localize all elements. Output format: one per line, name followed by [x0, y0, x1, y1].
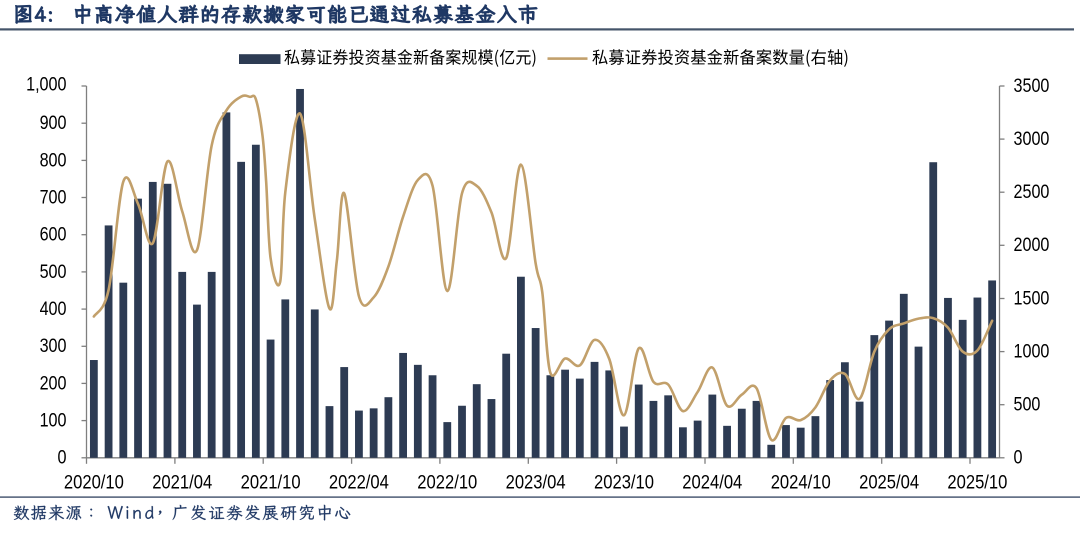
svg-text:800: 800: [40, 150, 67, 171]
svg-text:2024/10: 2024/10: [771, 471, 831, 493]
svg-text:3000: 3000: [1014, 129, 1050, 150]
svg-text:2023/10: 2023/10: [594, 471, 654, 493]
svg-text:2024/04: 2024/04: [682, 471, 742, 493]
svg-text:500: 500: [40, 262, 67, 283]
svg-text:3500: 3500: [1014, 76, 1050, 97]
svg-text:1000: 1000: [1014, 342, 1050, 363]
svg-text:2500: 2500: [1014, 182, 1050, 203]
svg-text:2025/10: 2025/10: [947, 471, 1007, 493]
svg-text:200: 200: [40, 373, 67, 394]
svg-text:500: 500: [1014, 395, 1041, 416]
svg-text:2021/10: 2021/10: [241, 471, 301, 493]
svg-text:2020/10: 2020/10: [64, 471, 124, 493]
svg-text:1500: 1500: [1014, 288, 1050, 309]
svg-text:2025/04: 2025/04: [859, 471, 919, 493]
svg-text:400: 400: [40, 299, 67, 320]
svg-text:2000: 2000: [1014, 235, 1050, 256]
svg-text:100: 100: [40, 411, 67, 432]
svg-text:300: 300: [40, 336, 67, 357]
svg-text:2023/04: 2023/04: [506, 471, 566, 493]
svg-text:1,000: 1,000: [26, 74, 66, 95]
svg-text:2022/10: 2022/10: [417, 471, 477, 493]
svg-text:700: 700: [40, 187, 67, 208]
svg-text:600: 600: [40, 225, 67, 246]
svg-text:0: 0: [58, 448, 67, 469]
svg-text:2022/04: 2022/04: [329, 471, 389, 493]
svg-text:2021/04: 2021/04: [152, 471, 212, 493]
svg-text:0: 0: [1014, 448, 1023, 469]
svg-text:900: 900: [40, 113, 67, 134]
